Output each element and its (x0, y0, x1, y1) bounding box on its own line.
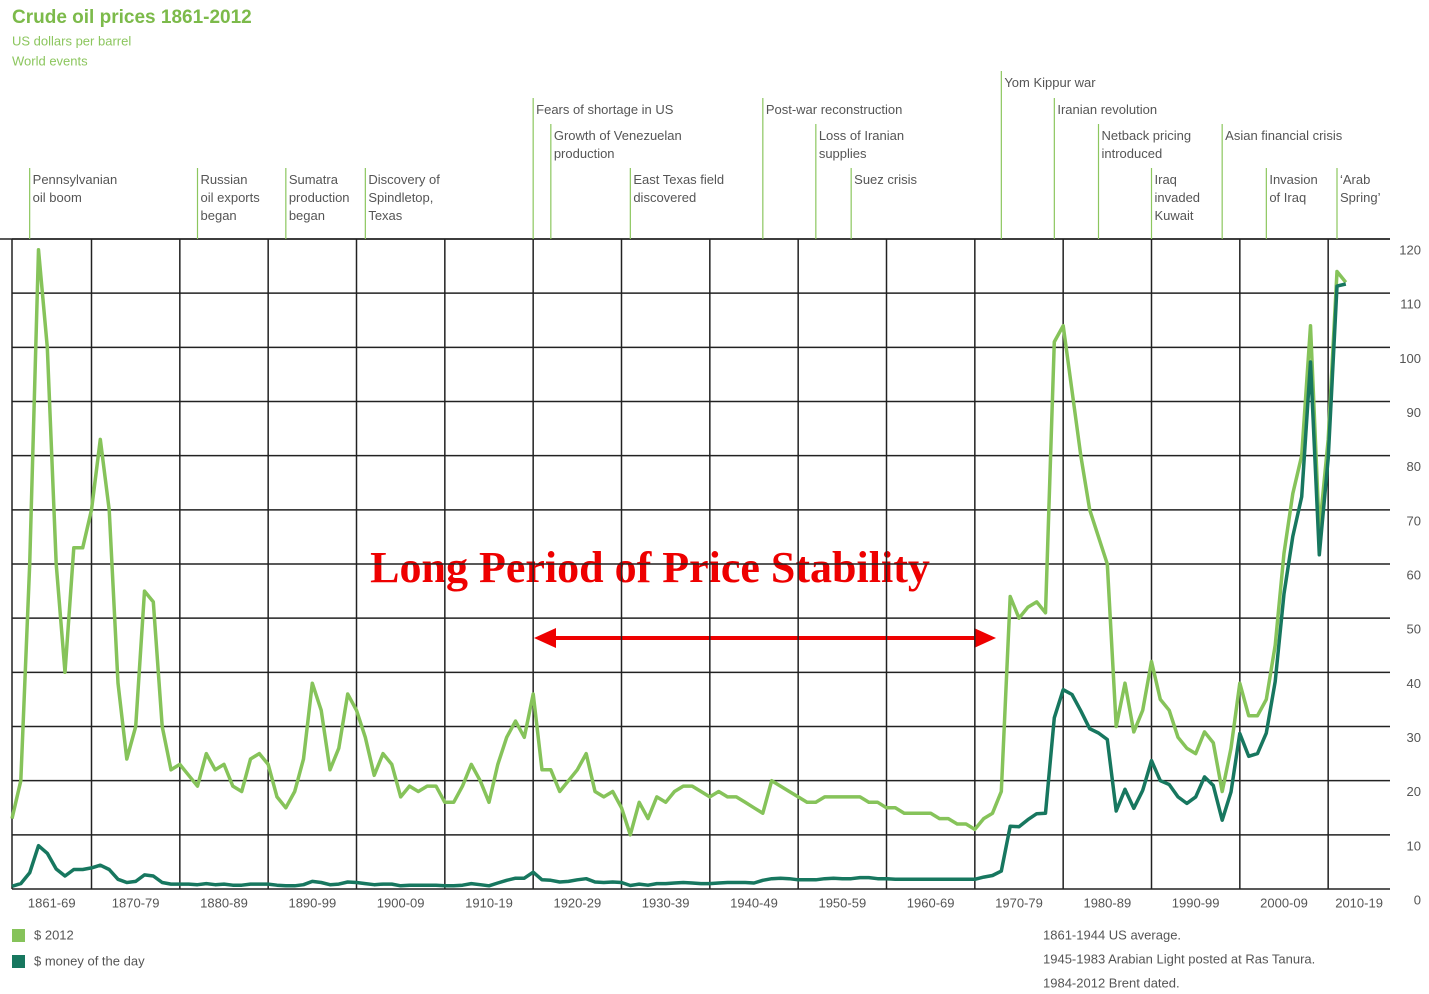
note: 1861-1944 US average. (1043, 927, 1181, 942)
event-label-line: production (289, 190, 350, 205)
event-label-line: Iranian revolution (1057, 102, 1157, 117)
x-tick-label: 1890-99 (288, 895, 336, 910)
x-tick-label: 1940-49 (730, 895, 778, 910)
x-tick-label: 2010-19 (1335, 895, 1383, 910)
y-tick-label: 90 (1407, 405, 1421, 420)
y-tick-label: 80 (1407, 459, 1421, 474)
event-label: ‘Arab Spring’ (1340, 172, 1381, 205)
event-label-line: Spindletop, (368, 190, 433, 205)
y-tick-label: 30 (1407, 730, 1421, 745)
event-label-line: East Texas field (633, 172, 724, 187)
event-label-line: supplies (819, 146, 867, 161)
y-tick-label: 50 (1407, 622, 1421, 637)
y-tick-label: 120 (1399, 242, 1421, 257)
event-label: Discovery of Spindletop, Texas (368, 172, 440, 223)
event-label-line: introduced (1102, 146, 1163, 161)
y-tick-label: 60 (1407, 567, 1421, 582)
x-tick-label: 1960-69 (907, 895, 955, 910)
x-tick-label: 1930-39 (642, 895, 690, 910)
y-tick-label: 20 (1407, 784, 1421, 799)
event-label: Loss of Iranian supplies (819, 128, 904, 161)
event-label-line: oil exports (201, 190, 261, 205)
x-tick-label: 1880-89 (200, 895, 248, 910)
note: 1945-1983 Arabian Light posted at Ras Ta… (1043, 951, 1315, 966)
event-label-line: Kuwait (1155, 208, 1194, 223)
event-label-line: Suez crisis (854, 172, 917, 187)
event-label-line: began (289, 208, 325, 223)
legend-swatch (12, 955, 25, 968)
event-label-line: of Iraq (1269, 190, 1306, 205)
y-tick-label: 70 (1407, 513, 1421, 528)
x-tick-label: 1910-19 (465, 895, 513, 910)
event-label: Post-war reconstruction (766, 102, 903, 117)
event-label: Fears of shortage in US (536, 102, 674, 117)
x-tick-label: 1970-79 (995, 895, 1043, 910)
event-label: Invasion of Iraq (1269, 172, 1317, 205)
event-label-line: Fears of shortage in US (536, 102, 674, 117)
event-label-line: Discovery of (368, 172, 440, 187)
chart-title: Crude oil prices 1861-2012 (12, 7, 252, 28)
y-tick-label: 110 (1400, 297, 1421, 312)
event-label-line: began (201, 208, 237, 223)
event-label-line: Loss of Iranian (819, 128, 904, 143)
x-tick-label: 1900-09 (377, 895, 425, 910)
arrow-head (534, 628, 556, 648)
event-label: Asian financial crisis (1225, 128, 1343, 143)
event-label-line: Post-war reconstruction (766, 102, 903, 117)
event-label-line: Spring’ (1340, 190, 1381, 205)
y-tick-label: 10 (1407, 838, 1421, 853)
annotation-arrow (534, 628, 996, 648)
x-tick-label: 1990-99 (1172, 895, 1220, 910)
event-label: Iraq invaded Kuwait (1155, 172, 1201, 223)
event-label: Netback pricing introduced (1102, 128, 1192, 161)
x-tick-label: 2000-09 (1260, 895, 1308, 910)
event-label-line: production (554, 146, 615, 161)
x-tick-label: 1980-89 (1083, 895, 1131, 910)
x-tick-label: 1920-29 (553, 895, 601, 910)
chart-subtitle: US dollars per barrel (12, 33, 131, 48)
event-label: Growth of Venezuelan production (554, 128, 682, 161)
y-tick-label: 40 (1407, 676, 1421, 691)
event-label-line: Netback pricing (1102, 128, 1192, 143)
y-tick-label: 100 (1399, 351, 1421, 366)
event-label: Sumatra production began (289, 172, 350, 223)
note: 1984-2012 Brent dated. (1043, 975, 1180, 990)
event-label: Yom Kippur war (1004, 75, 1096, 90)
y-tick-label: 0 (1414, 892, 1421, 907)
legend-label: $ 2012 (34, 927, 74, 942)
event-label-line: Yom Kippur war (1004, 75, 1096, 90)
annotation: Long Period of Price Stability (370, 543, 930, 592)
event-label: Iranian revolution (1057, 102, 1157, 117)
series-line (10, 248, 1348, 837)
event-label-line: discovered (633, 190, 696, 205)
event-label-line: oil boom (33, 190, 82, 205)
arrow-head (974, 628, 996, 648)
event-label-line: Texas (368, 208, 402, 223)
event-label-line: Invasion (1269, 172, 1317, 187)
x-tick-label: 1870-79 (112, 895, 160, 910)
event-label: Pennsylvanian oil boom (33, 172, 118, 205)
event-label-line: invaded (1155, 190, 1201, 205)
event-label-line: Sumatra (289, 172, 339, 187)
event-label: Russian oil exports began (201, 172, 261, 223)
event-label-line: Growth of Venezuelan (554, 128, 682, 143)
event-label-line: ‘Arab (1340, 172, 1370, 187)
legend-swatch (12, 929, 25, 942)
event-label-line: Iraq (1155, 172, 1177, 187)
x-tick-label: 1950-59 (818, 895, 866, 910)
event-label: East Texas field discovered (633, 172, 724, 205)
x-tick-label: 1861-69 (28, 895, 76, 910)
events-title: World events (12, 53, 88, 68)
event-label-line: Pennsylvanian (33, 172, 118, 187)
event-label-line: Russian (201, 172, 248, 187)
series-line (11, 282, 1347, 888)
event-label: Suez crisis (854, 172, 917, 187)
legend-label: $ money of the day (34, 953, 145, 968)
event-label-line: Asian financial crisis (1225, 128, 1343, 143)
